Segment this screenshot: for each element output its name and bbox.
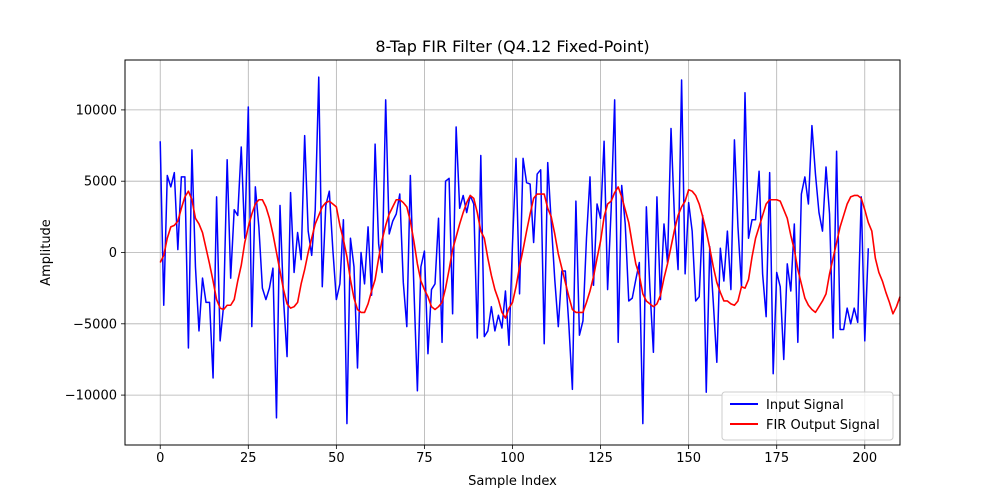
x-tick-label: 125	[588, 451, 613, 466]
legend-label-input-signal: Input Signal	[766, 398, 844, 413]
series-line-fir-output-signal	[159, 186, 901, 319]
x-tick-label: 200	[852, 451, 877, 466]
x-tick-label: 0	[156, 451, 164, 466]
x-axis-label: Sample Index	[468, 474, 557, 489]
y-axis-label: Amplitude	[39, 219, 54, 286]
x-tick-label: 100	[500, 451, 525, 466]
x-tick-label: 25	[240, 451, 257, 466]
series-line-input-signal	[159, 76, 870, 425]
y-tick-label: 10000	[76, 103, 117, 118]
x-tick-label: 50	[328, 451, 345, 466]
axis-ticks: 0 25 50 75 100 125 150 175 200 −10000 −5000 0 5000 10…	[65, 103, 877, 466]
chart-title: 8-Tap FIR Filter (Q4.12 Fixed-Point)	[375, 37, 649, 56]
x-tick-label: 75	[416, 451, 433, 466]
series-lines	[159, 76, 901, 425]
legend: Input Signal FIR Output Signal	[721, 391, 894, 441]
x-tick-label: 175	[764, 451, 789, 466]
legend-label-fir-output-signal: FIR Output Signal	[766, 418, 880, 433]
y-tick-label: 5000	[84, 175, 117, 190]
y-tick-label: 0	[109, 246, 117, 261]
legend-box	[721, 391, 894, 441]
y-tick-label: −5000	[73, 317, 117, 332]
x-tick-label: 150	[676, 451, 701, 466]
y-tick-label: −10000	[65, 389, 117, 404]
